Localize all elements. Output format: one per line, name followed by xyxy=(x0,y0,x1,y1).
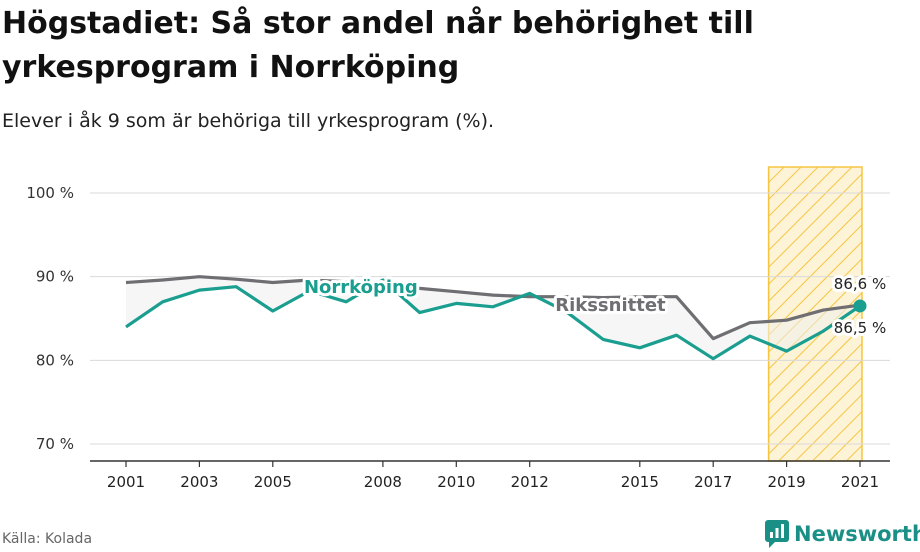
y-tick-label: 100 % xyxy=(26,184,74,202)
x-tick-label: 2017 xyxy=(694,473,732,491)
end-label-rikssnittet-text: 86,6 % xyxy=(834,275,886,293)
series-label-norrkoping-halo: Norrköping xyxy=(304,277,418,298)
y-tick-label: 80 % xyxy=(36,351,74,369)
series-label-rikssnittet-text: Rikssnittet xyxy=(555,295,666,316)
end-point-marker xyxy=(853,299,867,313)
series-line-rikssnittet xyxy=(125,275,861,341)
end-label-norrkoping-halo: 86,5 % xyxy=(834,319,886,337)
y-tick-label: 70 % xyxy=(36,435,74,453)
gap-area xyxy=(126,276,860,359)
end-label-norrkoping: 86,5 %86,5 % xyxy=(831,316,889,340)
x-tick-label: 2008 xyxy=(364,473,402,491)
series-line-norrkoping xyxy=(125,278,861,361)
x-tick-label: 2005 xyxy=(254,473,292,491)
end-label-rikssnittet: 86,6 %86,6 % xyxy=(831,272,889,296)
chart-subtitle: Elever i åk 9 som är behöriga till yrkes… xyxy=(2,110,495,132)
chart-title: Högstadiet: Så stor andel når behörighet… xyxy=(2,6,754,85)
x-tick-label: 2010 xyxy=(437,473,475,491)
x-tick-label: 2001 xyxy=(107,473,145,491)
x-tick-label: 2012 xyxy=(511,473,549,491)
x-tick-label: 2003 xyxy=(180,473,218,491)
y-tick-label: 90 % xyxy=(36,268,74,286)
series-label-rikssnittet-halo: Rikssnittet xyxy=(555,295,666,316)
end-label-rikssnittet-halo: 86,6 % xyxy=(834,275,886,293)
brand-logo: Newsworthy xyxy=(765,519,920,549)
brand-name: Newsworthy xyxy=(794,522,920,546)
series-label-norrkoping-text: Norrköping xyxy=(304,277,418,298)
x-tick-label: 2021 xyxy=(841,473,879,491)
newsworthy-logo-icon xyxy=(765,520,789,548)
end-label-norrkoping-text: 86,5 % xyxy=(834,319,886,337)
x-tick-label: 2015 xyxy=(621,473,659,491)
x-tick-label: 2019 xyxy=(768,473,806,491)
source-note: Källa: Kolada xyxy=(2,531,93,547)
